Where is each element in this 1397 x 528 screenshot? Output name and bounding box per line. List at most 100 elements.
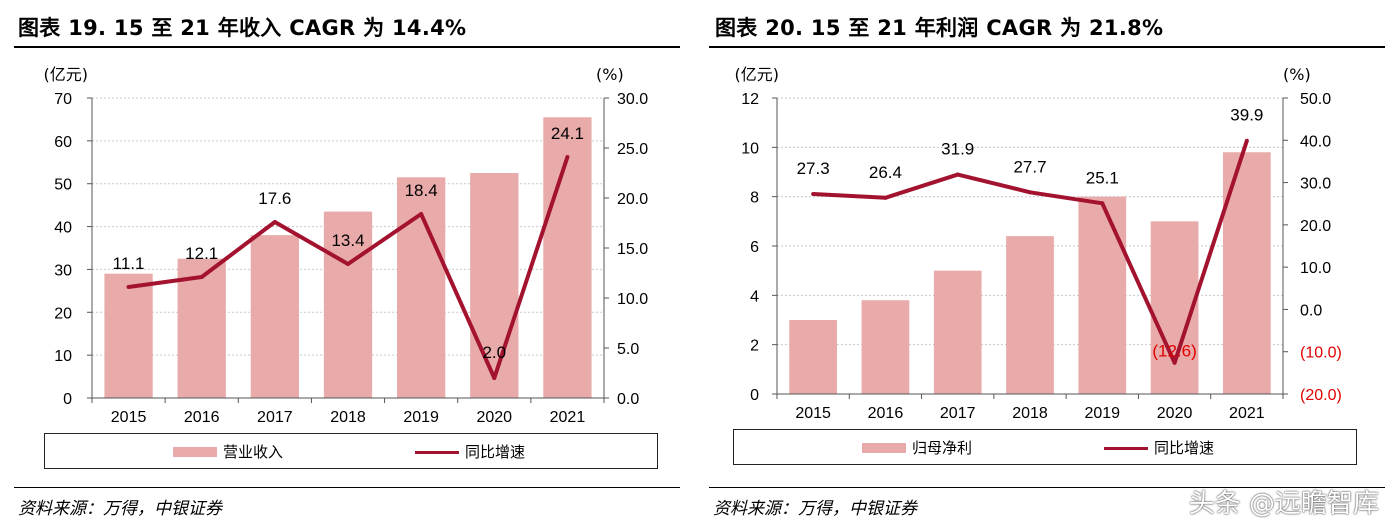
y-right-tick-label: 0.0 <box>1300 302 1322 319</box>
data-label: 27.3 <box>797 159 830 178</box>
source-note: 资料来源：万得，中银证券 <box>713 499 917 519</box>
y-right-tick-label: 15.0 <box>617 241 648 258</box>
y-left-tick-label: 70 <box>54 91 72 108</box>
data-label: 27.7 <box>1013 157 1046 176</box>
x-tick-label: 2021 <box>550 409 586 426</box>
x-tick-label: 2016 <box>184 409 220 426</box>
data-label: 24.1 <box>551 124 584 143</box>
line-point <box>883 195 888 200</box>
y-left-tick-label: 60 <box>54 134 72 151</box>
line-point <box>811 191 816 196</box>
y-left-tick-label: 10 <box>54 348 72 365</box>
y-left-tick-label: 20 <box>54 305 72 322</box>
legend-line-label: 同比增速 <box>1154 439 1215 457</box>
y-right-tick-label: 40.0 <box>1300 133 1331 150</box>
data-label: 17.6 <box>258 189 291 208</box>
y-left-tick-label: 8 <box>750 190 759 207</box>
line-point <box>419 212 424 216</box>
x-tick-label: 2015 <box>111 409 147 426</box>
data-label: (12.6) <box>1152 342 1196 361</box>
x-tick-label: 2015 <box>795 405 831 422</box>
legend-line-swatch <box>415 451 459 454</box>
bar <box>1006 236 1054 394</box>
x-tick-label: 2018 <box>1012 405 1048 422</box>
x-tick-label: 2018 <box>330 409 366 426</box>
data-label: 26.4 <box>869 163 902 182</box>
line-point <box>1244 138 1249 143</box>
line-point <box>1172 360 1177 365</box>
data-label: 18.4 <box>405 181 438 200</box>
y-right-unit: (%) <box>1283 65 1311 84</box>
y-left-tick-label: 40 <box>54 220 72 237</box>
y-left-tick-label: 0 <box>63 391 72 408</box>
bar <box>933 270 982 394</box>
profit-chart: 0 2 4 6 8 10 12 (20.0) (10.0) 0.0 10.0 20.0 30.0 40.0… <box>735 65 1342 422</box>
bar <box>323 211 373 398</box>
y-right-unit: (%) <box>596 65 624 84</box>
line-point <box>1100 201 1105 206</box>
line-point <box>126 285 131 289</box>
chart-title: 图表 19. 15 至 21 年收入 CAGR 为 14.4% <box>18 16 467 40</box>
y-left-tick-label: 2 <box>750 338 759 355</box>
y-right-tick-label: (20.0) <box>1300 387 1342 404</box>
line-point <box>199 275 204 279</box>
x-tick-label: 2019 <box>1084 405 1120 422</box>
data-label: 25.1 <box>1086 168 1119 187</box>
chart-title: 图表 20. 15 至 21 年利润 CAGR 为 21.8% <box>715 16 1164 40</box>
data-label: 39.9 <box>1230 106 1263 125</box>
data-label: 12.1 <box>185 244 218 263</box>
y-right-tick-label: 25.0 <box>617 141 648 158</box>
bar <box>1078 196 1127 394</box>
data-label: 2.0 <box>482 343 506 362</box>
line-point <box>565 155 570 159</box>
bar <box>470 173 519 398</box>
legend-bar-label: 营业收入 <box>223 443 284 461</box>
y-left-tick-label: 6 <box>750 239 759 256</box>
line-point <box>955 172 960 177</box>
x-tick-label: 2020 <box>1157 405 1193 422</box>
data-label: 31.9 <box>941 140 974 159</box>
y-left-unit: (亿元) <box>735 65 780 84</box>
line-point <box>492 376 497 380</box>
y-right-tick-label: 50.0 <box>1300 91 1331 108</box>
x-tick-label: 2017 <box>940 405 976 422</box>
y-right-tick-label: 10.0 <box>617 291 648 308</box>
y-left-tick-label: 30 <box>54 262 72 279</box>
chart-legend: 归母净利 同比增速 <box>733 429 1357 465</box>
data-label: 13.4 <box>331 231 364 250</box>
y-right-tick-label: 5.0 <box>617 341 639 358</box>
chart-panel-revenue: 图表 19. 15 至 21 年收入 CAGR 为 14.4% 0 10 20 30 4… <box>0 0 690 528</box>
bar <box>104 273 153 398</box>
y-right-tick-label: (10.0) <box>1300 345 1342 362</box>
y-right-tick-label: 10.0 <box>1300 260 1331 277</box>
y-right-tick-label: 20.0 <box>1300 218 1331 235</box>
x-tick-label: 2019 <box>403 409 439 426</box>
source-rule <box>14 487 680 488</box>
bar <box>177 258 226 398</box>
title-rule <box>709 46 1385 48</box>
x-tick-label: 2016 <box>868 405 904 422</box>
y-left-tick-label: 4 <box>750 288 759 305</box>
y-right-tick-label: 20.0 <box>617 191 648 208</box>
watermark: 头条 @远瞻智库 <box>1188 489 1379 519</box>
y-right-tick-label: 0.0 <box>617 391 639 408</box>
bar <box>543 117 592 399</box>
y-left-unit: (亿元) <box>44 65 89 84</box>
title-rule <box>14 46 680 48</box>
legend-bar-swatch <box>173 447 217 457</box>
bar <box>861 300 910 394</box>
bar <box>397 177 446 398</box>
legend-line-label: 同比增速 <box>465 443 526 461</box>
bar <box>250 235 299 398</box>
y-right-tick-label: 30.0 <box>1300 176 1331 193</box>
y-right-tick-label: 30.0 <box>617 91 648 108</box>
y-left-tick-label: 12 <box>741 91 759 108</box>
y-left-tick-label: 50 <box>54 177 72 194</box>
chart-legend: 营业收入 同比增速 <box>44 433 658 469</box>
revenue-chart: 0 10 20 30 40 50 60 70 0.0 5.0 10.0 15.0 20.0 25.0 30.… <box>44 65 649 426</box>
y-left-tick-label: 0 <box>750 387 759 404</box>
x-tick-label: 2020 <box>476 409 512 426</box>
source-note: 资料来源：万得，中银证券 <box>18 499 222 519</box>
data-label: 11.1 <box>113 254 145 273</box>
legend-bar-swatch <box>862 443 906 453</box>
